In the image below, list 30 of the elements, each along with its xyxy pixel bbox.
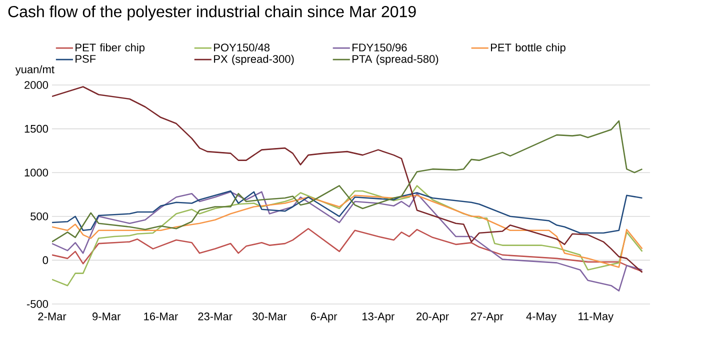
line-series <box>52 86 643 274</box>
legend-label: PSF <box>76 54 96 63</box>
chart-title: Cash flow of the polyester industrial chain since Mar 2019 <box>8 6 416 20</box>
x-tick-label: 9-Mar <box>92 312 121 320</box>
y-tick-label: 1500 <box>24 124 48 133</box>
x-tick-label: 23-Mar <box>198 312 232 320</box>
x-tick-label: 6-Apr <box>310 312 338 322</box>
x-tick-label: 13-Apr <box>362 312 395 322</box>
x-tick-label: 16-Mar <box>144 312 178 320</box>
y-tick-label: 0 <box>42 256 48 264</box>
legend-label: PET fiber chip <box>76 43 145 54</box>
line-series <box>52 228 643 272</box>
y-tick-label: 500 <box>30 212 48 220</box>
y-tick-label: 1000 <box>24 168 48 176</box>
line-series <box>52 190 643 234</box>
x-tick-label: 27-Apr <box>470 312 504 322</box>
y-axis-title: yuan/mt <box>15 65 54 76</box>
x-tick-label: 20-Apr <box>416 312 449 322</box>
y-tick-label: 2000 <box>24 81 48 89</box>
x-tick-label: 11-May <box>578 312 614 322</box>
x-tick-label: 2-Mar <box>38 312 66 320</box>
x-tick-label: 30-Mar <box>252 312 287 320</box>
legend-label: PX (spread-300) <box>214 54 294 66</box>
x-tick-label: 4-May <box>526 312 557 322</box>
legend-label: FDY150/96 <box>352 43 407 52</box>
y-tick-label: -500 <box>26 300 48 308</box>
line-series <box>52 120 643 242</box>
legend-label: PET bottle chip <box>490 43 566 54</box>
legend-label: POY150/48 <box>214 43 270 52</box>
legend-label: PTA (spread-580) <box>352 54 438 66</box>
